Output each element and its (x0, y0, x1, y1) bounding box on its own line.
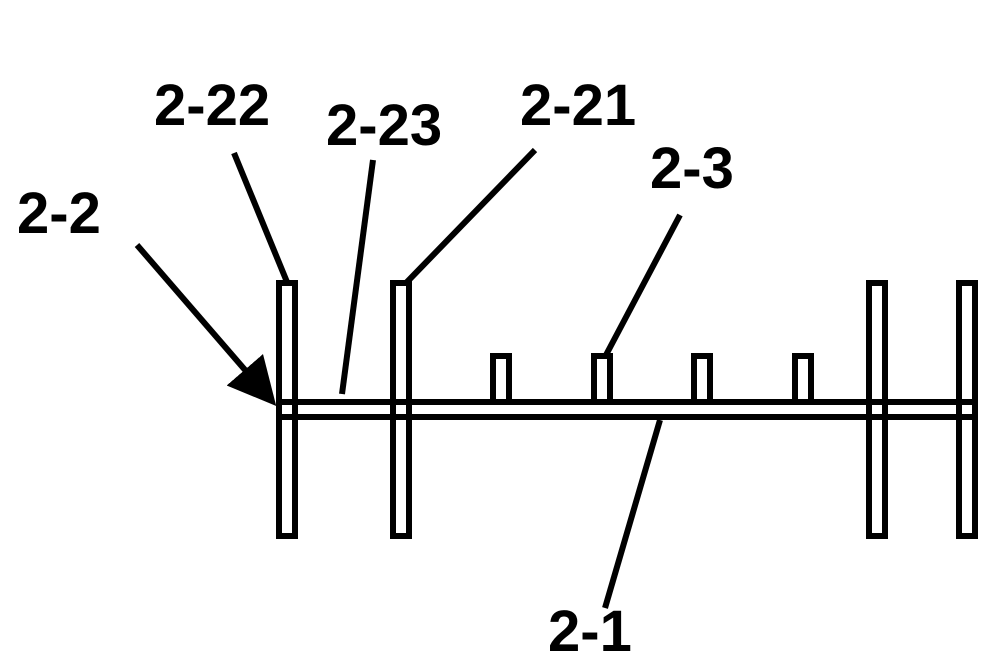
leader-2-2 (137, 245, 271, 400)
short-bar-3 (795, 356, 811, 402)
leader-2-23 (342, 160, 373, 394)
tall-bar-2 (869, 283, 885, 536)
leader-2-3 (606, 215, 680, 355)
label-2-21: 2-21 (520, 77, 636, 135)
tall-bar-3 (959, 283, 975, 536)
leader-2-22 (234, 153, 287, 282)
short-bar-1 (594, 356, 610, 402)
tall-bar-1 (393, 283, 409, 536)
short-bars-group (493, 356, 811, 402)
short-bar-0 (493, 356, 509, 402)
label-2-2: 2-2 (17, 185, 101, 243)
label-2-3: 2-3 (650, 140, 734, 198)
leader-2-21 (406, 150, 535, 283)
label-2-22: 2-22 (154, 77, 270, 135)
short-bar-2 (694, 356, 710, 402)
leader-2-1 (605, 420, 660, 608)
tall-bar-0 (279, 283, 295, 536)
label-2-1: 2-1 (548, 603, 632, 661)
schematic-diagram (0, 0, 1000, 669)
label-2-23: 2-23 (326, 97, 442, 155)
